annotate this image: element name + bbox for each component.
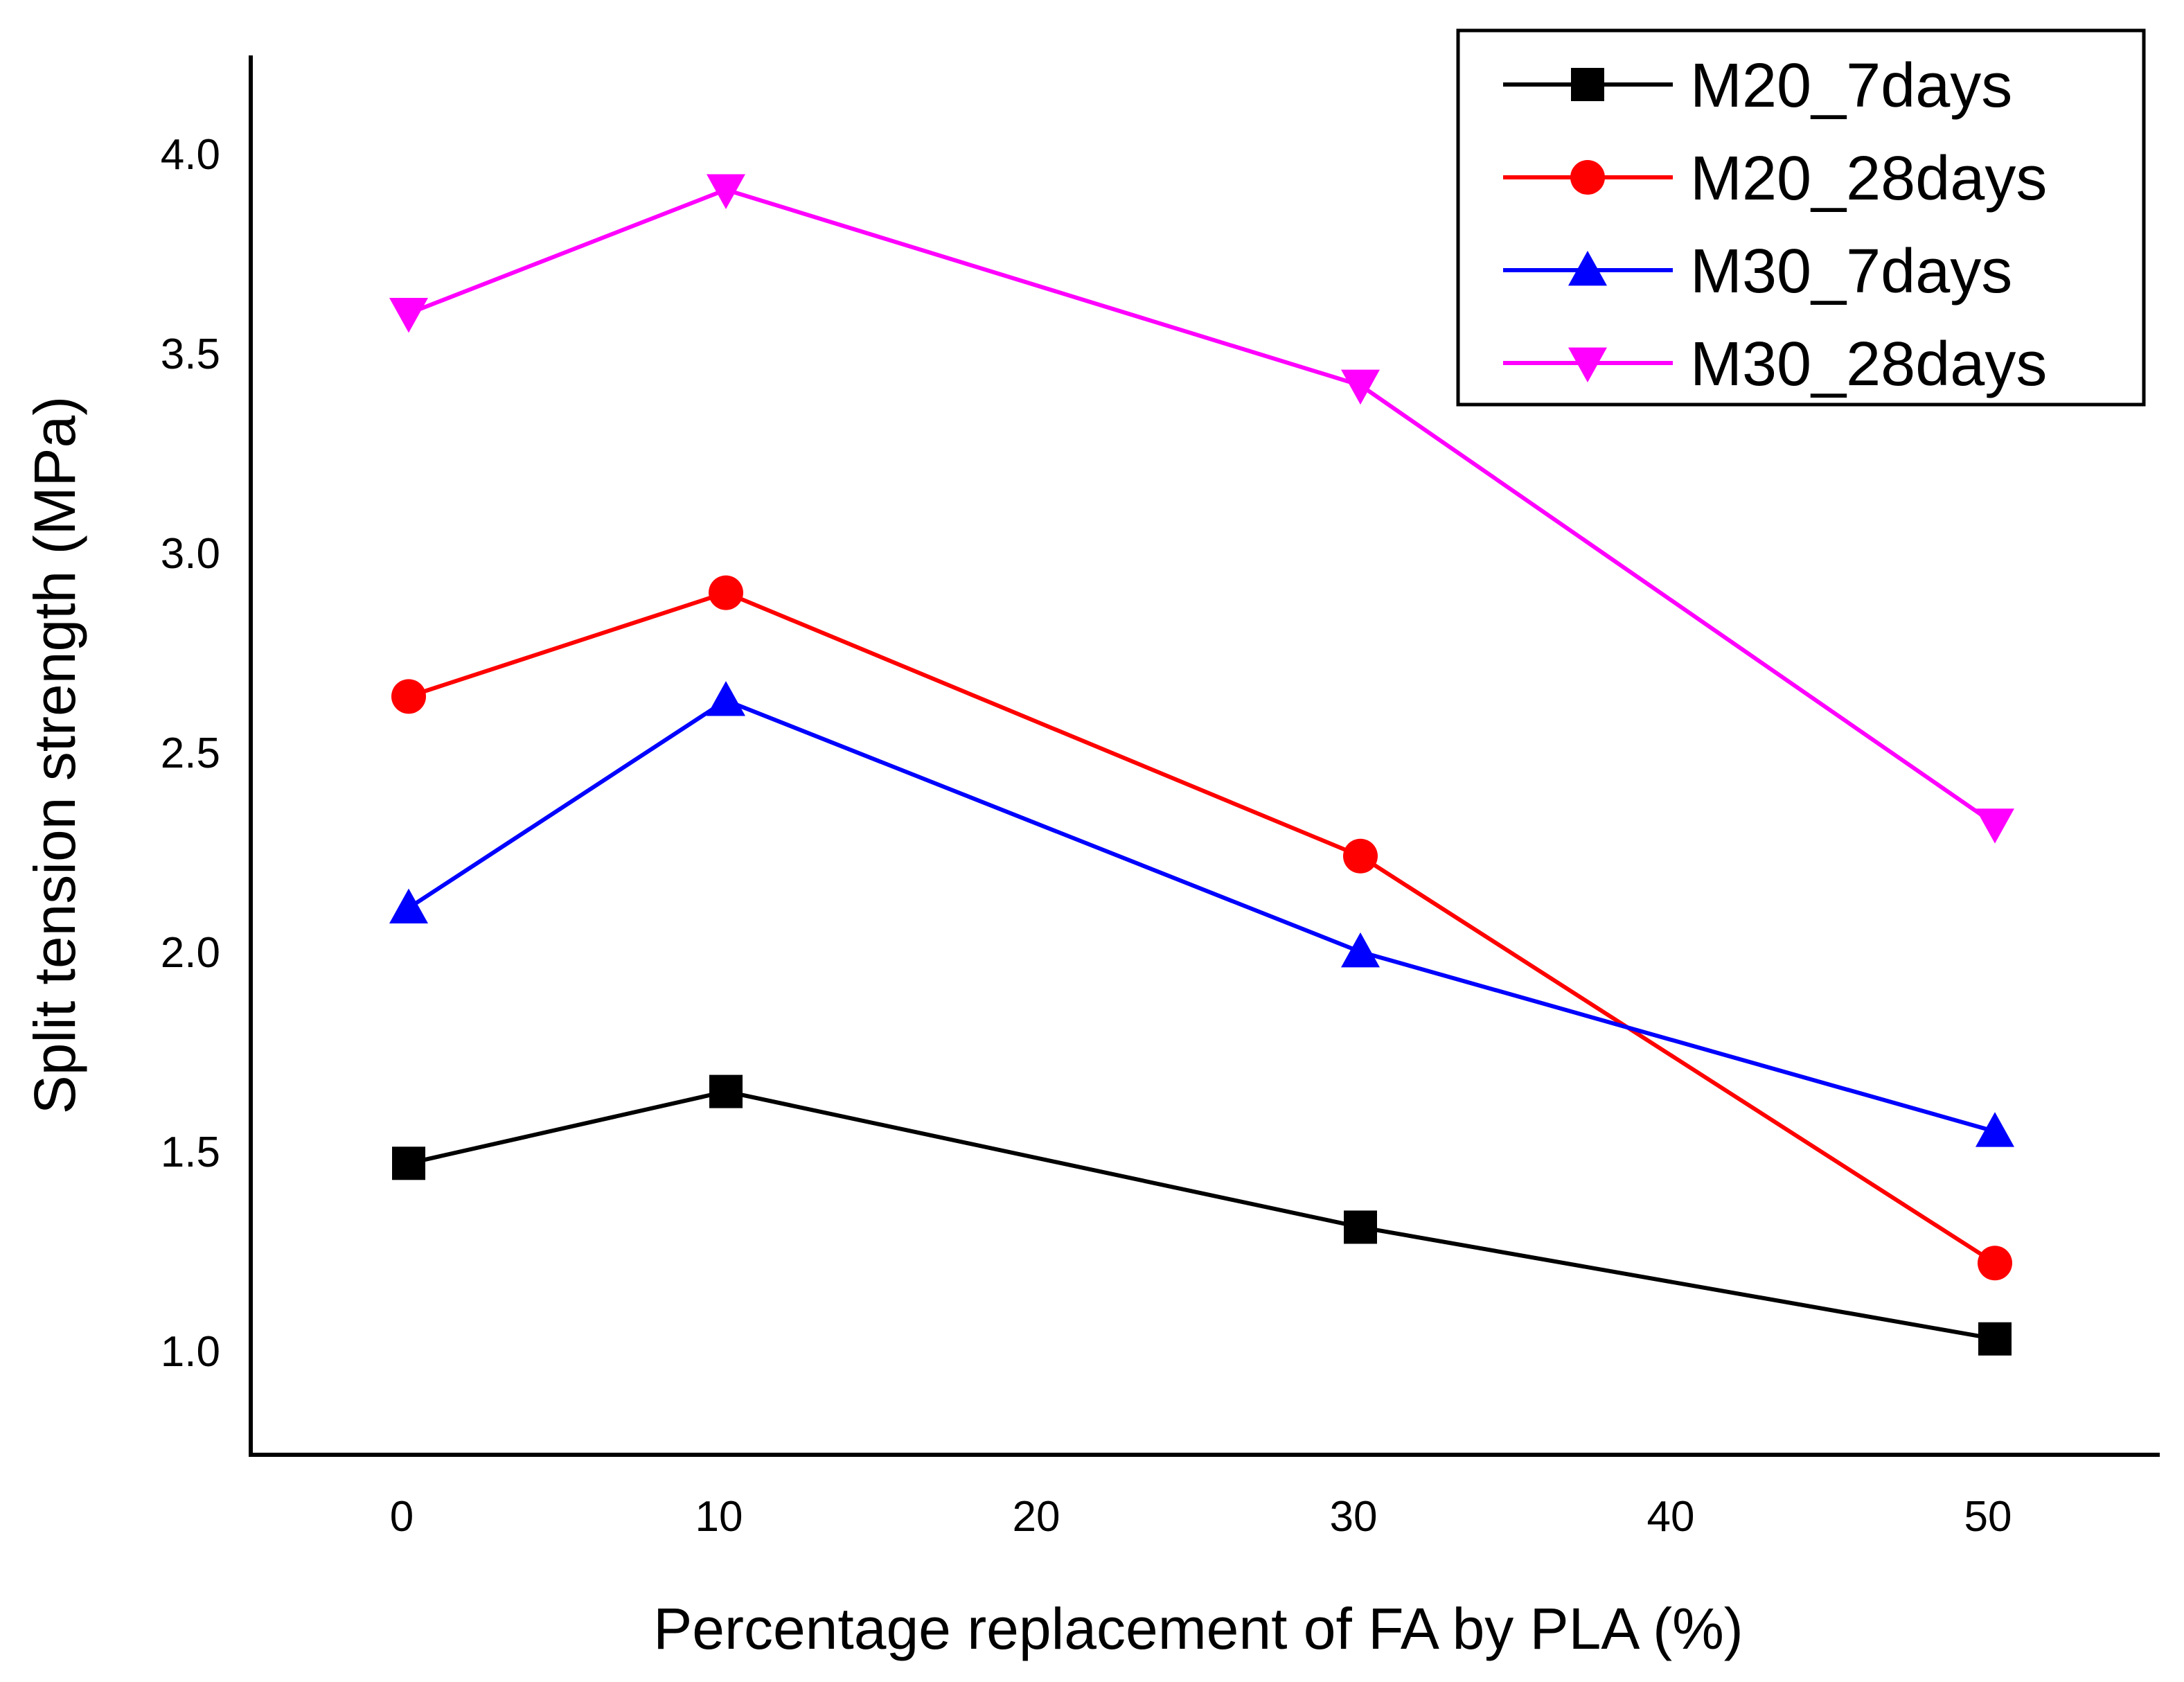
x-tick-labels: 0 10 20 30 40 50 (390, 1493, 2012, 1541)
x-tick-label: 50 (1964, 1493, 2012, 1541)
y-tick-label: 2.0 (161, 929, 220, 977)
y-tick-label: 3.5 (161, 330, 220, 378)
legend-item: M30_28days (1503, 330, 2047, 399)
legend: M20_7days M20_28days M30_7days M30_28days (1456, 28, 2146, 407)
legend-item: M20_28days (1503, 144, 2047, 213)
legend-marker (1568, 347, 1607, 382)
legend-label: M30_7days (1690, 237, 2012, 306)
data-point (709, 575, 743, 610)
data-point (1343, 838, 1378, 874)
x-tick-label: 20 (1013, 1493, 1060, 1541)
y-tick-label: 3.0 (161, 530, 220, 578)
data-point (389, 298, 428, 333)
data-point (1344, 1210, 1377, 1244)
legend-marker (1568, 251, 1607, 286)
y-axis-title: Split tension strength (MPa) (22, 396, 87, 1114)
y-tick-label: 1.0 (161, 1328, 220, 1376)
data-point (1341, 369, 1380, 405)
series-line (408, 1089, 1996, 1341)
legend-label: M20_28days (1690, 144, 2047, 213)
data-point (709, 1074, 743, 1108)
x-tick-label: 30 (1330, 1493, 1378, 1541)
series-M20_28days (391, 575, 2012, 1281)
y-tick-label: 4.0 (161, 131, 220, 179)
data-point (391, 679, 426, 714)
legend-item: M30_7days (1503, 237, 2012, 306)
series-line (407, 187, 1996, 826)
series-line (408, 590, 1996, 1265)
legend-label: M30_28days (1690, 330, 2047, 399)
data-point (1978, 1246, 2012, 1281)
y-tick-labels: 1.0 1.5 2.0 2.5 3.0 3.5 4.0 (161, 131, 220, 1376)
x-axis-title: Percentage replacement of FA by PLA (%) (653, 1596, 1743, 1661)
series-line (407, 698, 1996, 1134)
y-tick-label: 1.5 (161, 1128, 220, 1176)
y-tick-label: 2.5 (161, 729, 220, 777)
data-point (1978, 1322, 2012, 1356)
legend-label: M20_7days (1690, 51, 2012, 121)
data-point (392, 1147, 425, 1180)
series-M20_7days (392, 1074, 2012, 1356)
data-point (1976, 1112, 2014, 1147)
x-tick-label: 40 (1647, 1493, 1695, 1541)
series-layer (389, 174, 2014, 1356)
legend-marker (1570, 160, 1605, 195)
legend-item: M20_7days (1503, 51, 2012, 121)
series-M30_7days (389, 681, 2014, 1147)
x-tick-label: 0 (390, 1493, 414, 1541)
data-point (1976, 808, 2014, 844)
x-tick-label: 10 (695, 1493, 743, 1541)
data-point (389, 888, 428, 924)
series-M30_28days (389, 174, 2014, 844)
legend-marker (1571, 68, 1604, 101)
data-point (707, 681, 745, 716)
data-point (1341, 932, 1380, 968)
data-point (707, 174, 745, 209)
